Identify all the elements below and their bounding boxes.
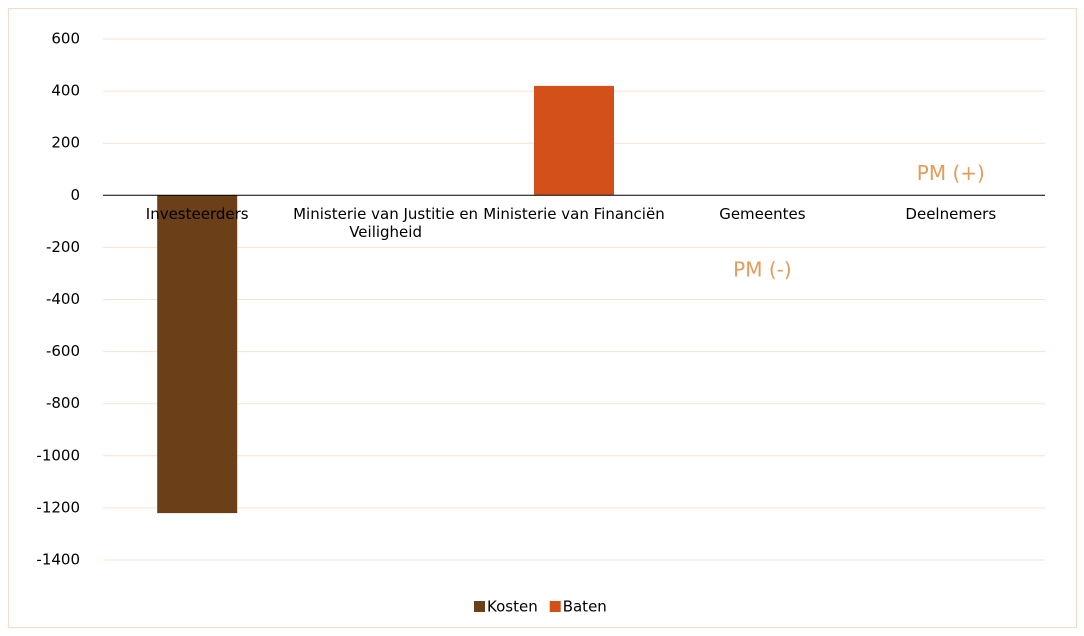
legend-swatch	[549, 601, 561, 612]
y-tick-label: 600	[51, 30, 80, 48]
legend-label: Kosten	[487, 598, 538, 616]
x-tick-label: Gemeentes	[719, 205, 806, 224]
y-tick-label: 200	[51, 134, 80, 152]
y-tick-label: -800	[46, 394, 80, 412]
y-tick-label: -200	[46, 238, 80, 256]
annotation: PM (-)	[733, 257, 792, 281]
y-tick-label: 0	[70, 186, 80, 204]
y-tick-label: -1400	[36, 551, 80, 569]
legend-swatch	[474, 601, 485, 612]
y-tick-label: -1000	[36, 446, 80, 464]
bar	[157, 195, 238, 514]
bar	[534, 85, 614, 196]
y-tick-label: -400	[46, 290, 80, 308]
y-tick-label: -600	[46, 342, 80, 360]
x-tick-label: Deelnemers	[905, 205, 997, 224]
x-tick-label: Ministerie van Financiën	[483, 205, 665, 224]
y-tick-label: -1200	[36, 498, 80, 516]
y-tick-label: 400	[51, 82, 80, 100]
x-tick-label: Investeerders	[145, 205, 249, 224]
annotation: PM (+)	[917, 161, 985, 185]
legend-label: Baten	[563, 598, 607, 616]
x-tick-label: Ministerie van Justitie en Veiligheid	[293, 205, 479, 242]
